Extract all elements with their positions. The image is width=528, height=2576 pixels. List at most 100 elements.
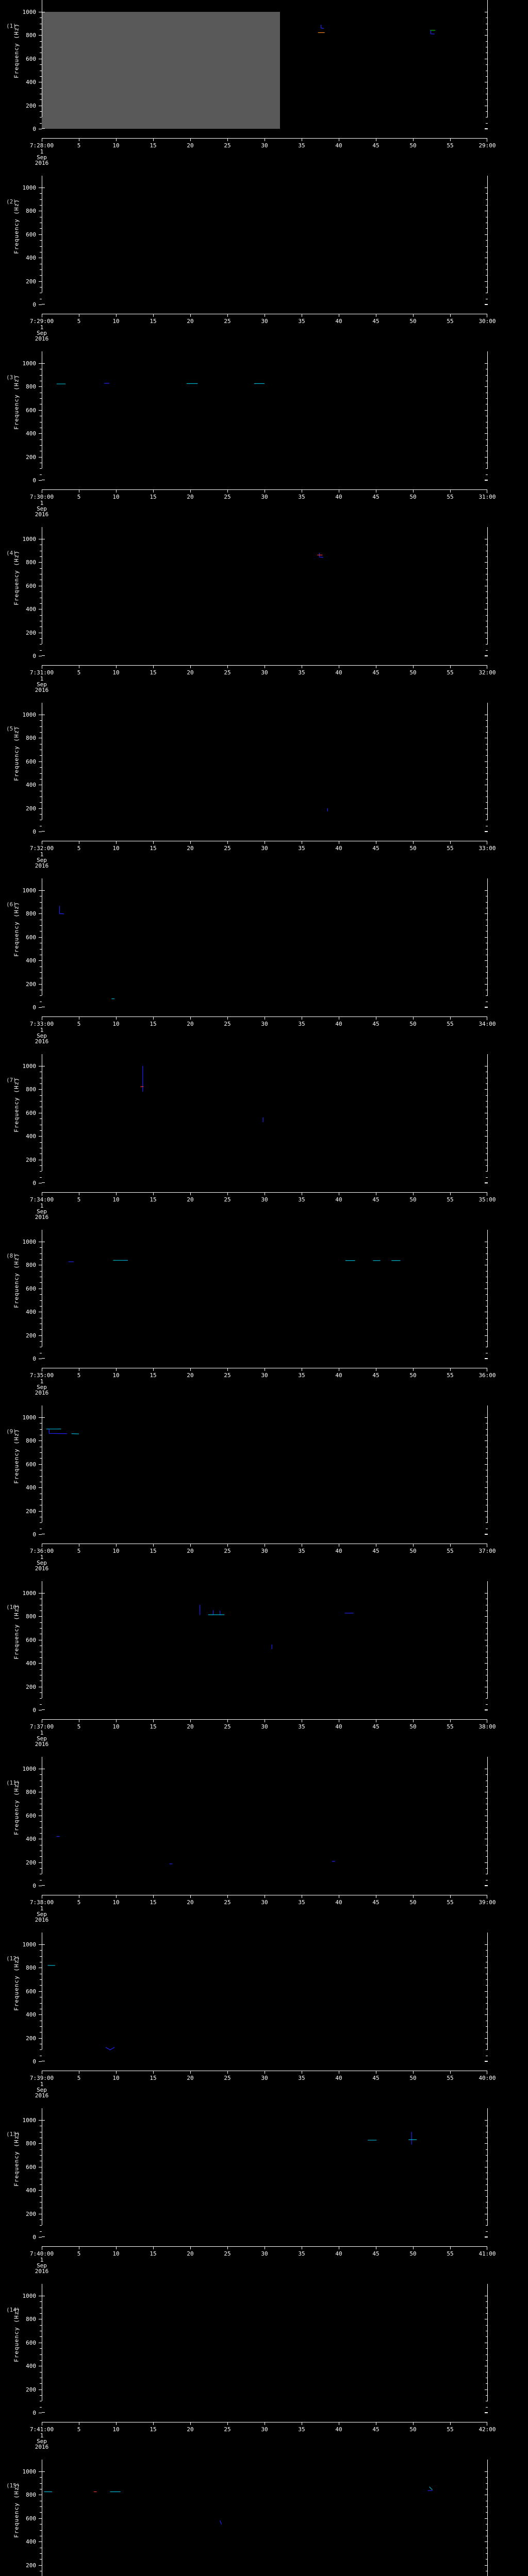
y-tick-label: 400: [26, 2538, 36, 2546]
y-tick-right: [486, 1827, 488, 1828]
plot-area: [42, 1417, 487, 1534]
x-tick-label: 30: [261, 1548, 268, 1554]
x-tick-label: 40: [335, 494, 342, 500]
y-tick: [39, 562, 42, 563]
x-tick-label: 25: [224, 1899, 231, 1906]
y-tick-label: 200: [26, 453, 36, 461]
y-tick: [40, 1798, 42, 1799]
y-tick-right: [485, 386, 488, 387]
y-tick-right: [485, 890, 488, 891]
y-tick-right: [485, 363, 488, 364]
date-month: Sep: [37, 2438, 47, 2445]
y-tick: [40, 925, 42, 926]
x-tick-label: 5: [77, 2250, 81, 2257]
y-tick: [40, 99, 42, 100]
y-tick-label: 0: [32, 1180, 36, 1187]
y-tick-right: [486, 88, 488, 89]
y-tick-right: [486, 1142, 488, 1143]
x-tick-label: 42:00: [478, 2426, 496, 2433]
x-tick: [153, 1368, 154, 1371]
y-tick-right: [486, 720, 488, 721]
y-tick-label: 800: [26, 559, 36, 566]
x-tick-label: 15: [150, 1899, 157, 1906]
axis-cap: [42, 2471, 45, 2472]
plot-area: [42, 1769, 487, 1886]
date-month: Sep: [37, 857, 47, 863]
x-tick: [450, 841, 451, 844]
x-tick-label: 55: [447, 1548, 454, 1554]
panel-index-label: (3): [6, 374, 16, 381]
y-tick-right: [485, 1417, 488, 1418]
x-tick: [227, 665, 228, 668]
x-tick-label: 15: [150, 1021, 157, 1027]
y-tick: [40, 76, 42, 77]
y-tick: [39, 1593, 42, 1594]
y-tick-right: [485, 1440, 488, 1442]
x-tick-label: 7:41:00: [29, 2426, 54, 2433]
axis-cap: [42, 2412, 45, 2413]
y-tick-right: [486, 1247, 488, 1248]
x-tick-label: 5: [77, 1021, 81, 1027]
y-axis-right: [487, 0, 488, 117]
y-tick: [40, 2026, 42, 2027]
x-tick-label: 55: [447, 669, 454, 676]
y-tick-right: [486, 1165, 488, 1166]
y-tick-right: [485, 1534, 488, 1535]
x-tick-label: 5: [77, 669, 81, 676]
y-tick: [39, 433, 42, 434]
x-tick: [227, 2246, 228, 2249]
y-tick-labels: 0 200 400 600 800 1000: [0, 711, 38, 835]
y-tick: [39, 1487, 42, 1488]
trace-line: [320, 24, 324, 29]
x-tick: [227, 1544, 228, 1547]
y-tick-right: [486, 2512, 488, 2513]
x-tick-label: 5: [77, 1548, 81, 1554]
x-tick-label: 55: [447, 845, 454, 852]
y-tick: [40, 2395, 42, 2396]
x-tick-label: 20: [187, 2250, 194, 2257]
x-tick-label: 30: [261, 494, 268, 500]
x-tick: [116, 138, 117, 141]
y-tick-label: 400: [26, 1309, 36, 1316]
x-tick: [227, 1368, 228, 1371]
y-tick-right: [486, 615, 488, 616]
trace-layer: [68, 1260, 401, 1262]
y-tick: [40, 2354, 42, 2355]
y-axis-right: [487, 703, 488, 820]
y-axis-right: [487, 1054, 488, 1171]
y-tick-labels: 0 200 400 600 800 1000: [0, 1239, 38, 1362]
y-tick: [40, 474, 42, 475]
y-tick: [40, 1827, 42, 1828]
y-tick-right: [486, 638, 488, 639]
y-tick-right: [485, 1464, 488, 1465]
y-tick-right: [486, 2026, 488, 2027]
y-tick: [40, 2406, 42, 2408]
y-tick-right: [486, 275, 488, 276]
y-tick: [39, 2061, 42, 2062]
x-tick: [227, 2422, 228, 2425]
y-tick-label: 0: [32, 477, 36, 484]
x-tick-label: 10: [112, 1899, 120, 1906]
y-tick-right: [486, 2336, 488, 2337]
y-tick: [40, 246, 42, 247]
y-tick: [40, 1476, 42, 1477]
y-tick-label: 800: [26, 2492, 36, 2499]
x-tick-label: 10: [112, 1372, 120, 1379]
x-tick: [450, 489, 451, 493]
y-axis-right: [487, 2108, 488, 2225]
y-tick: [39, 410, 42, 411]
y-tick-label: 400: [26, 782, 36, 789]
x-tick-label: 25: [224, 845, 231, 852]
y-tick-label: 1000: [22, 711, 37, 718]
x-tick-label: 35:00: [478, 1196, 496, 1203]
x-tick-label: 30: [261, 2250, 268, 2257]
date-month: Sep: [37, 154, 47, 161]
x-tick: [153, 1016, 154, 1020]
x-tick-label: 40: [335, 1021, 342, 1027]
axis-cap: [42, 1709, 45, 1710]
y-tick: [40, 1622, 42, 1623]
x-tick-label: 45: [372, 2426, 380, 2433]
y-tick: [40, 1809, 42, 1810]
x-tick: [450, 1192, 451, 1195]
y-tick: [40, 995, 42, 996]
